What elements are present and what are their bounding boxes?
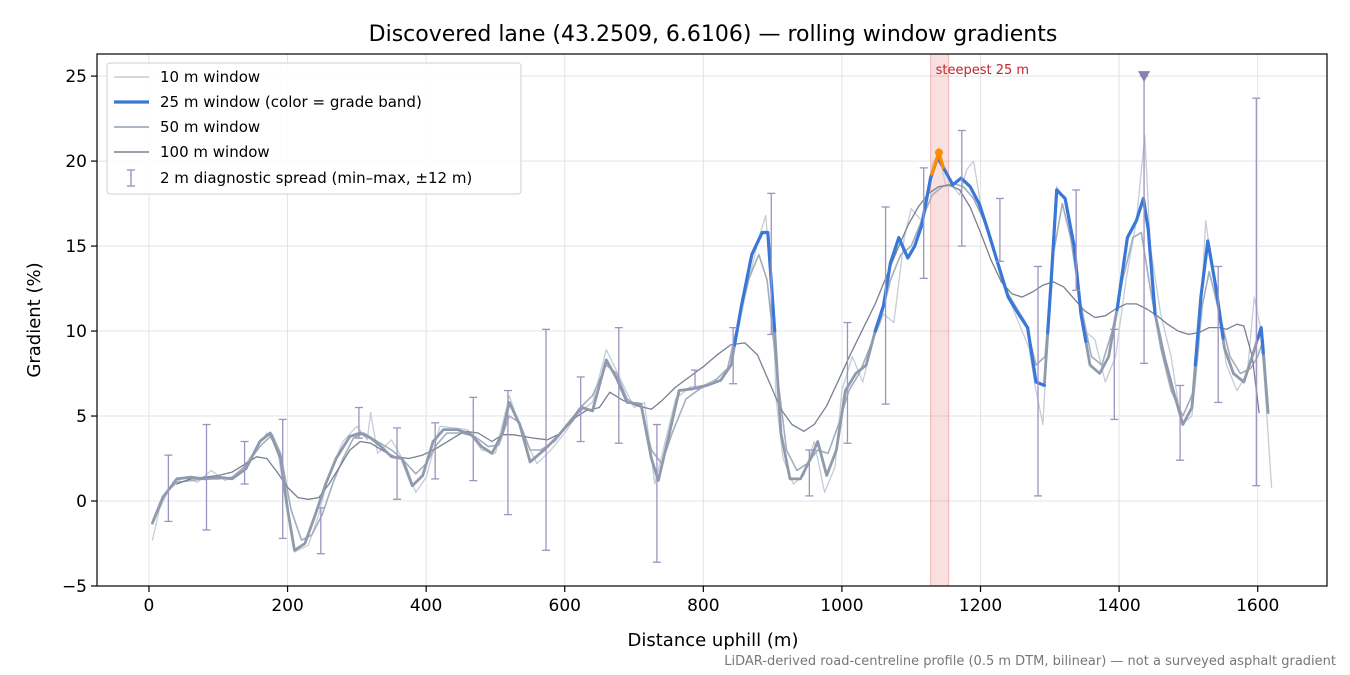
errorbar bbox=[1072, 189, 1081, 291]
axis-ticks: 0 200 400 600 800 1000 1200 1400 1600 −5 0 5 10 15 20 2… bbox=[62, 67, 1279, 616]
y-tick-label: 15 bbox=[65, 237, 87, 257]
y-tick-label: 0 bbox=[76, 492, 87, 512]
legend-25m-name: 25 m window bbox=[160, 93, 260, 111]
legend: 10 m window 25 m window (color = grade b… bbox=[106, 62, 522, 195]
errorbar bbox=[1110, 328, 1119, 421]
errorbar bbox=[240, 440, 249, 485]
x-tick-label: 1400 bbox=[1097, 596, 1140, 616]
errorbar bbox=[469, 396, 478, 482]
errorbar bbox=[503, 389, 512, 516]
x-tick-label: 200 bbox=[271, 596, 303, 616]
y-tick-label: −5 bbox=[62, 577, 87, 597]
errorbar bbox=[164, 454, 173, 523]
x-tick-label: 1000 bbox=[820, 596, 863, 616]
series-lines bbox=[151, 134, 1273, 553]
errorbar bbox=[393, 427, 402, 500]
x-tick-label: 600 bbox=[549, 596, 581, 616]
x-tick-label: 400 bbox=[410, 596, 442, 616]
errorbar bbox=[652, 423, 661, 563]
y-tick-label: 5 bbox=[76, 407, 87, 427]
footnote: LiDAR-derived road-centreline profile (0… bbox=[724, 654, 1336, 669]
errorbar bbox=[202, 423, 211, 531]
series-line-2 bbox=[151, 182, 1269, 541]
y-tick-label: 25 bbox=[65, 67, 87, 87]
legend-label-100m: 100 m window bbox=[160, 143, 270, 161]
y-tick-label: 20 bbox=[65, 152, 87, 172]
errorbar bbox=[278, 418, 287, 540]
errorbar bbox=[805, 449, 814, 497]
legend-label-errorbar: 2 m diagnostic spread (min–max, ±12 m) bbox=[160, 169, 472, 187]
plot-frame bbox=[96, 53, 1328, 587]
chart-title: Discovered lane (43.2509, 6.6106) — roll… bbox=[369, 22, 1058, 47]
errorbar bbox=[1034, 265, 1043, 497]
y-tick-label: 10 bbox=[65, 322, 87, 342]
series-line-3 bbox=[176, 184, 1260, 500]
errorbar bbox=[431, 422, 440, 480]
errorbar bbox=[957, 129, 966, 247]
y-axis-label: Gradient (%) bbox=[24, 262, 45, 377]
errorbar bbox=[919, 167, 928, 280]
grade-band-segment bbox=[1256, 326, 1265, 355]
errorbar bbox=[576, 376, 585, 443]
grade-band-segment bbox=[873, 156, 1046, 387]
errorbar bbox=[729, 326, 738, 385]
errorbar bbox=[995, 197, 1004, 263]
errorbar bbox=[354, 406, 363, 439]
errorbar bbox=[1252, 97, 1261, 487]
errorbar bbox=[614, 326, 623, 444]
errorbar bbox=[691, 369, 700, 390]
legend-label-10m: 10 m window bbox=[160, 68, 260, 86]
steepest-window-band: steepest 25 m bbox=[930, 53, 1029, 587]
errorbar bbox=[767, 192, 776, 336]
top-marker bbox=[1138, 71, 1151, 83]
legend-box bbox=[106, 62, 522, 195]
x-tick-label: 800 bbox=[687, 596, 719, 616]
errorbar bbox=[843, 321, 852, 444]
grade-band-segment bbox=[1046, 188, 1088, 344]
diagnostic-errorbars bbox=[164, 75, 1261, 563]
markers bbox=[934, 71, 1151, 157]
grade-band-segment bbox=[732, 230, 777, 347]
grade-band-segment bbox=[1115, 196, 1157, 316]
legend-swatch-errorbar bbox=[127, 169, 135, 187]
series-line-1 bbox=[151, 156, 1270, 552]
series-line-0 bbox=[151, 134, 1273, 553]
legend-label-50m: 50 m window bbox=[160, 118, 260, 136]
steepest-label: steepest 25 m bbox=[936, 63, 1029, 78]
x-tick-label: 0 bbox=[144, 596, 155, 616]
legend-label-25m: 25 m window (color = grade band) bbox=[160, 93, 422, 111]
peak-marker bbox=[934, 148, 943, 157]
x-tick-label: 1200 bbox=[959, 596, 1002, 616]
steepest-band bbox=[930, 53, 950, 587]
x-axis-label: Distance uphill (m) bbox=[628, 630, 799, 651]
x-tick-label: 1600 bbox=[1236, 596, 1279, 616]
errorbar bbox=[881, 206, 890, 405]
errorbar bbox=[1176, 384, 1185, 461]
errorbar bbox=[542, 328, 551, 551]
plot-area: steepest 25 m 0 200 400 600 800 1000 1200 1400 1… bbox=[62, 53, 1328, 616]
errorbar bbox=[316, 507, 325, 555]
errorbar bbox=[1214, 265, 1223, 404]
